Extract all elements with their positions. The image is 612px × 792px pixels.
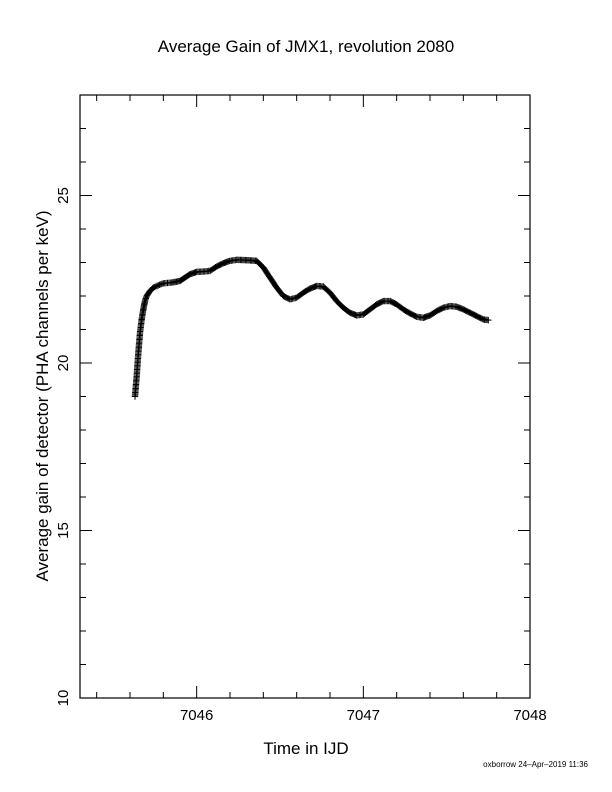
chart-title: Average Gain of JMX1, revolution 2080 (158, 37, 454, 56)
x-tick-label: 7046 (180, 707, 213, 724)
y-tick-label: 10 (55, 690, 72, 707)
axis-ticks (80, 94, 531, 699)
data-point (158, 280, 166, 287)
data-point (485, 316, 492, 324)
y-tick-label: 15 (55, 522, 72, 539)
y-tick-labels: 10 15 20 25 (55, 187, 72, 706)
plot-frame (79, 94, 531, 699)
y-axis-label: Average gain of detector (PHA channels p… (33, 210, 52, 581)
x-axis-label: Time in IJD (263, 739, 348, 758)
x-tick-label: 7048 (513, 707, 546, 724)
y-tick-label: 20 (55, 355, 72, 372)
y-tick-label: 25 (55, 187, 72, 204)
footer-stamp: oxborrow 24–Apr–2019 11:36 (483, 760, 588, 769)
x-tick-labels: 7046 7047 7048 (180, 707, 547, 724)
x-tick-label: 7047 (347, 707, 380, 724)
data-points (131, 256, 492, 400)
